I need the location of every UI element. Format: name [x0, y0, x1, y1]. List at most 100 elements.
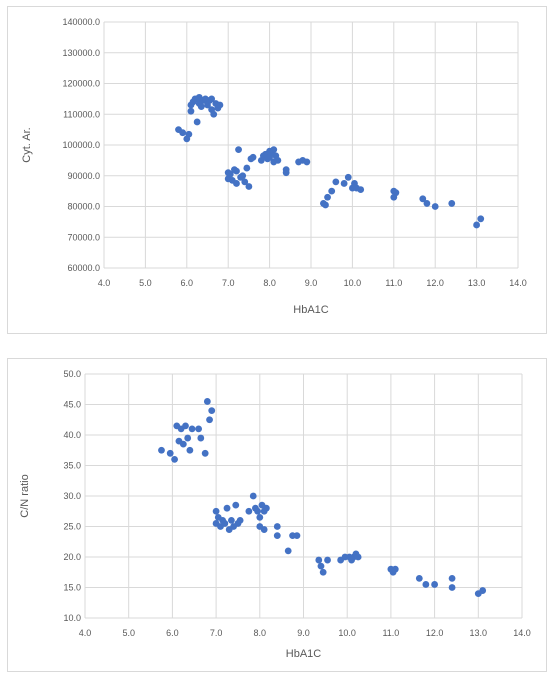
x-tick-label: 11.0 — [385, 278, 402, 288]
x-tick-label: 7.0 — [210, 628, 223, 638]
data-point — [227, 517, 235, 524]
y-tick-label: 20.0 — [63, 552, 81, 562]
data-point — [186, 446, 194, 454]
data-point — [179, 129, 187, 137]
data-point — [210, 110, 218, 118]
data-point — [319, 568, 327, 576]
data-point — [208, 95, 216, 103]
y-tick-label: 40.0 — [63, 430, 81, 440]
data-point — [236, 517, 244, 524]
data-point — [273, 532, 281, 540]
data-point — [431, 581, 438, 588]
x-tick-label: 5.0 — [139, 278, 152, 288]
data-point — [195, 425, 203, 433]
x-tick-label: 4.0 — [79, 628, 92, 638]
y-tick-label: 100000.0 — [62, 140, 100, 150]
data-point — [419, 195, 427, 203]
data-point — [354, 553, 362, 561]
x-tick-label: 14.0 — [513, 628, 531, 638]
data-point — [197, 103, 205, 110]
data-point — [226, 170, 234, 178]
y-tick-label: 25.0 — [63, 522, 81, 532]
y-tick-label: 30.0 — [63, 491, 81, 501]
data-point — [221, 520, 229, 527]
data-point — [193, 118, 201, 126]
x-tick-label: 10.0 — [344, 278, 362, 288]
x-axis-title: HbA1C — [293, 304, 329, 316]
data-point — [245, 507, 253, 515]
data-point — [241, 178, 249, 186]
y-tick-label: 35.0 — [63, 461, 81, 471]
data-point — [473, 221, 480, 229]
y-tick-label: 130000.0 — [62, 48, 100, 58]
x-tick-label: 6.0 — [181, 278, 194, 288]
data-point — [262, 504, 270, 512]
data-point — [448, 584, 456, 591]
data-point — [392, 189, 400, 197]
data-point — [179, 440, 187, 448]
data-point — [206, 416, 213, 424]
data-point — [293, 532, 301, 540]
data-point — [235, 146, 242, 154]
data-point — [233, 167, 240, 175]
y-axis-title: C/N ratio — [19, 474, 31, 517]
chart-panel-cyt-ar: 60000.0 70000.0 80000.0 90000.0 100000.0 1100… — [7, 6, 547, 334]
data-point — [282, 166, 290, 174]
y-tick-label: 60000.0 — [67, 263, 100, 273]
data-point — [324, 556, 331, 564]
data-point — [448, 574, 456, 582]
x-tick-label: 9.0 — [305, 278, 318, 288]
y-tick-label: 50.0 — [63, 369, 81, 379]
data-point — [391, 565, 399, 573]
data-point — [188, 425, 196, 433]
data-point — [260, 526, 268, 533]
data-point — [415, 574, 423, 582]
data-point — [423, 200, 431, 207]
x-tick-label: 10.0 — [338, 628, 356, 638]
scatter-chart-cyt-ar: 60000.0 70000.0 80000.0 90000.0 100000.0 1100… — [21, 17, 527, 316]
x-tick-label: 12.0 — [426, 628, 444, 638]
data-point — [256, 513, 264, 521]
data-point — [270, 146, 278, 154]
y-tick-label: 10.0 — [63, 613, 81, 623]
scatter-chart-cn-ratio: 10.0 15.0 20.0 25.0 30.0 35.0 40.0 45.0 50.0 4.0 5… — [19, 369, 531, 660]
x-axis-title: HbA1C — [286, 648, 322, 660]
data-point — [184, 434, 192, 442]
data-point — [203, 398, 211, 405]
data-point — [315, 556, 323, 564]
y-tick-label: 90000.0 — [67, 171, 100, 181]
data-point — [431, 203, 439, 210]
x-tick-label: 8.0 — [254, 628, 267, 638]
data-point — [171, 456, 178, 463]
x-tick-label: 5.0 — [122, 628, 135, 638]
data-point — [317, 562, 325, 570]
y-tick-label: 15.0 — [63, 583, 81, 593]
y-tick-label: 140000.0 — [62, 17, 100, 27]
data-point — [448, 200, 456, 207]
data-point — [357, 186, 365, 193]
x-tick-label: 13.0 — [468, 278, 486, 288]
data-point — [182, 422, 189, 430]
data-point — [422, 581, 430, 588]
x-tick-label: 6.0 — [166, 628, 179, 638]
data-point — [216, 101, 224, 109]
y-tick-label: 80000.0 — [67, 202, 100, 212]
data-point — [158, 446, 165, 454]
data-point — [201, 449, 209, 457]
x-tick-label: 12.0 — [426, 278, 444, 288]
data-point — [239, 172, 247, 180]
data-point — [303, 158, 311, 166]
data-point — [166, 449, 174, 457]
data-point — [223, 504, 231, 512]
y-tick-label: 110000.0 — [63, 109, 100, 119]
data-point — [233, 180, 240, 187]
data-point — [479, 587, 487, 594]
x-tick-label: 8.0 — [263, 278, 276, 288]
y-tick-label: 70000.0 — [67, 232, 100, 242]
data-point — [344, 173, 352, 181]
x-tick-label: 4.0 — [98, 278, 111, 288]
data-point — [274, 156, 282, 164]
x-tick-label: 7.0 — [222, 278, 235, 288]
data-point — [187, 107, 195, 115]
x-tick-label: 11.0 — [382, 628, 399, 638]
